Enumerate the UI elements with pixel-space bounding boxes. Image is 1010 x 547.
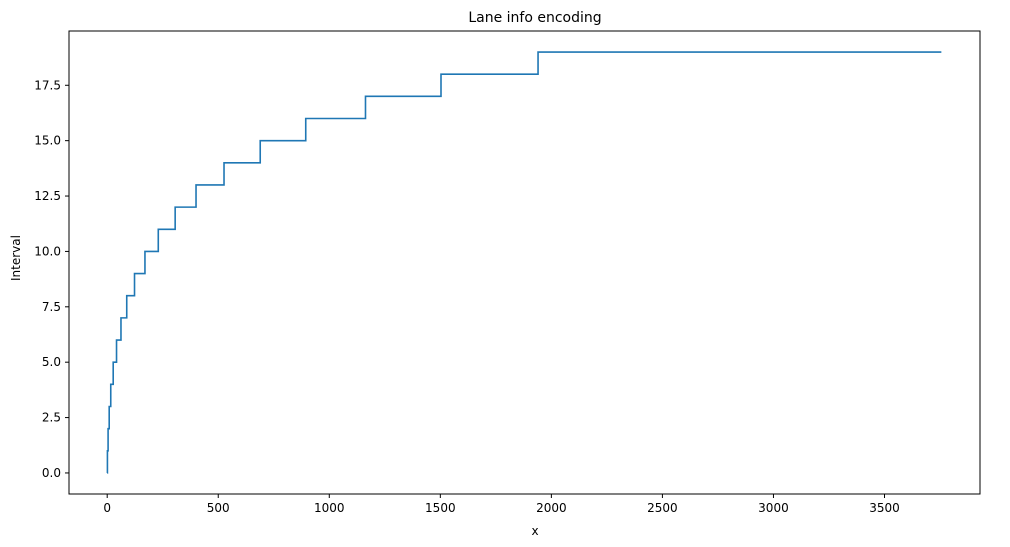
series-line	[106, 51, 942, 474]
y-tick-label: 5.0	[42, 355, 61, 369]
y-axis-label: Interval	[9, 235, 23, 281]
x-tick-label: 3000	[758, 501, 789, 515]
y-tick-label: 15.0	[34, 134, 61, 148]
y-tick-label: 17.5	[34, 78, 61, 92]
x-tick-label: 1000	[314, 501, 345, 515]
y-tick-label: 2.5	[42, 411, 61, 425]
y-axis-ticks: 0.0 2.5 5.0 7.5 10.0 12.5 15.0 17.5	[34, 78, 69, 480]
y-tick-label: 10.0	[34, 244, 61, 258]
x-axis-label: x	[531, 524, 538, 538]
x-tick-label: 3500	[869, 501, 900, 515]
y-tick-label: 0.0	[42, 466, 61, 480]
axes-frame	[68, 30, 981, 495]
x-tick-label: 2500	[647, 501, 678, 515]
y-tick-label: 12.5	[34, 189, 61, 203]
chart-title: Lane info encoding	[468, 10, 601, 26]
x-axis-ticks: 0 500 1000 1500 2000 2500 3000 3500	[103, 494, 900, 515]
x-tick-label: 500	[207, 501, 230, 515]
x-tick-label: 0	[103, 501, 111, 515]
x-tick-label: 2000	[536, 501, 567, 515]
y-tick-label: 7.5	[42, 300, 61, 314]
x-tick-label: 1500	[425, 501, 456, 515]
plot-area	[106, 51, 942, 474]
